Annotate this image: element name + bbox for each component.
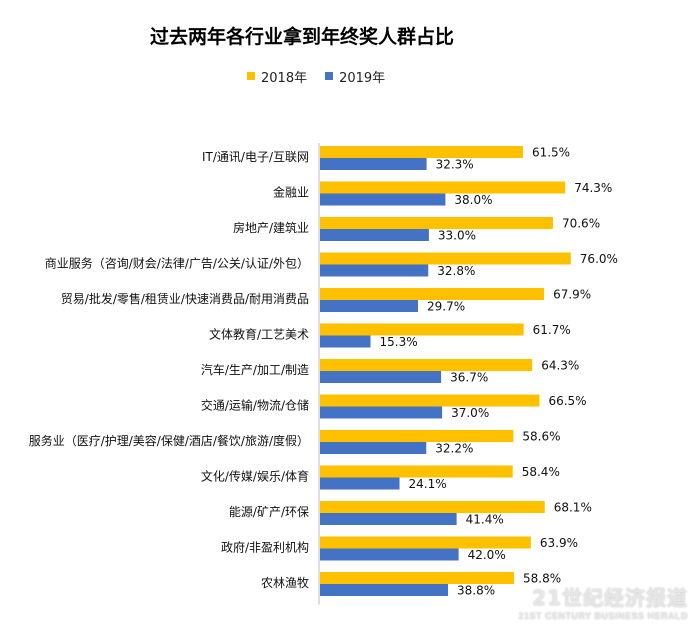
data-label-2018: 68.1% — [554, 501, 592, 515]
data-label-2019: 32.2% — [435, 442, 473, 456]
category-label: 金融业 — [273, 185, 309, 200]
bar-2018 — [320, 146, 523, 158]
bar-2018 — [320, 465, 513, 478]
legend-item-2018: 2018年 — [247, 67, 307, 86]
bar-2019 — [320, 477, 400, 490]
bar-2019 — [320, 548, 459, 561]
bar-2018 — [320, 359, 533, 371]
bar-2018 — [320, 501, 545, 513]
bar-2019 — [320, 300, 419, 312]
category-label: 贸易/批发/零售/租赁业/快速消费品/耐用消费品 — [61, 291, 309, 306]
data-label-2018: 67.9% — [553, 288, 591, 302]
chart-legend: 2018年 2019年 — [247, 66, 403, 86]
data-label-2018: 74.3% — [574, 181, 612, 195]
data-label-2019: 29.7% — [427, 300, 465, 314]
data-label-2019: 42.0% — [468, 548, 506, 562]
data-label-2018: 66.5% — [548, 394, 586, 408]
legend-swatch-2019 — [325, 72, 334, 80]
category-label: 房地产/建筑业 — [233, 220, 309, 235]
data-label-2019: 38.8% — [457, 584, 495, 598]
data-label-2018: 64.3% — [541, 359, 579, 373]
bar-2019 — [320, 229, 429, 241]
data-label-2019: 32.3% — [436, 158, 474, 172]
bar-2018 — [320, 394, 540, 407]
data-label-2019: 32.8% — [437, 264, 475, 278]
data-label-2019: 36.7% — [450, 371, 488, 385]
data-label-2018: 58.4% — [522, 465, 560, 479]
category-label: IT/通讯/电子/互联网 — [202, 150, 309, 164]
category-label: 文体教育/工艺美术 — [209, 327, 309, 342]
legend-label-2019: 2019年 — [339, 70, 386, 86]
bar-2019 — [320, 193, 446, 206]
bar-2018 — [320, 572, 515, 584]
chart-title: 过去两年各行业拿到年终奖人群占比 — [150, 26, 455, 48]
category-label: 服务业（医疗/护理/美容/保健/酒店/餐饮/旅游/度假） — [29, 433, 309, 448]
watermark-en: 21ST CENTURY BUSINESS HERALD — [518, 611, 688, 621]
bar-2018 — [320, 181, 566, 194]
data-label-2018: 58.8% — [523, 572, 561, 586]
bar-2018 — [320, 536, 531, 549]
watermark-cn: 21世纪经济报道 — [532, 586, 688, 610]
data-label-2019: 37.0% — [451, 406, 489, 420]
category-label: 农林渔牧 — [261, 576, 309, 590]
data-label-2019: 24.1% — [409, 477, 447, 491]
bar-2018 — [320, 323, 524, 336]
bar-2018 — [320, 252, 571, 265]
bar-2019 — [320, 158, 427, 170]
bar-2019 — [320, 406, 443, 419]
category-label: 商业服务（咨询/财会/法律/广告/公关/认证/外包） — [45, 256, 309, 271]
data-label-2018: 70.6% — [562, 217, 600, 231]
data-label-2018: 61.5% — [532, 146, 570, 160]
category-label: 文化/传媒/娱乐/体育 — [201, 469, 309, 484]
bar-2019 — [320, 371, 442, 383]
bar-2019 — [320, 584, 449, 596]
bar-2019 — [320, 335, 371, 348]
data-label-2019: 33.0% — [438, 229, 476, 243]
legend-item-2019: 2019年 — [325, 67, 385, 86]
category-label: 汽车/生产/加工/制造 — [201, 362, 309, 377]
data-label-2019: 15.3% — [379, 335, 417, 349]
legend-label-2018: 2018年 — [261, 70, 308, 86]
bar-2019 — [320, 264, 429, 277]
bar-2018 — [320, 217, 553, 229]
category-label: 能源/矿产/环保 — [229, 505, 309, 519]
legend-swatch-2018 — [247, 72, 255, 80]
bar-2018 — [320, 430, 514, 442]
data-label-2018: 58.6% — [522, 430, 560, 444]
bar-2019 — [320, 442, 427, 454]
data-label-2018: 63.9% — [540, 536, 578, 550]
watermark: 21世纪经济报道 21ST CENTURY BUSINESS HERALD — [518, 582, 688, 621]
category-label: 交通/运输/物流/仓储 — [201, 398, 309, 413]
data-label-2018: 76.0% — [580, 252, 618, 266]
data-label-2019: 38.0% — [454, 193, 492, 207]
data-label-2019: 41.4% — [466, 513, 504, 527]
data-label-2018: 61.7% — [533, 323, 571, 337]
bar-2019 — [320, 513, 457, 525]
bar-2018 — [320, 288, 545, 300]
category-label: 政府/非盈利机构 — [221, 540, 309, 555]
